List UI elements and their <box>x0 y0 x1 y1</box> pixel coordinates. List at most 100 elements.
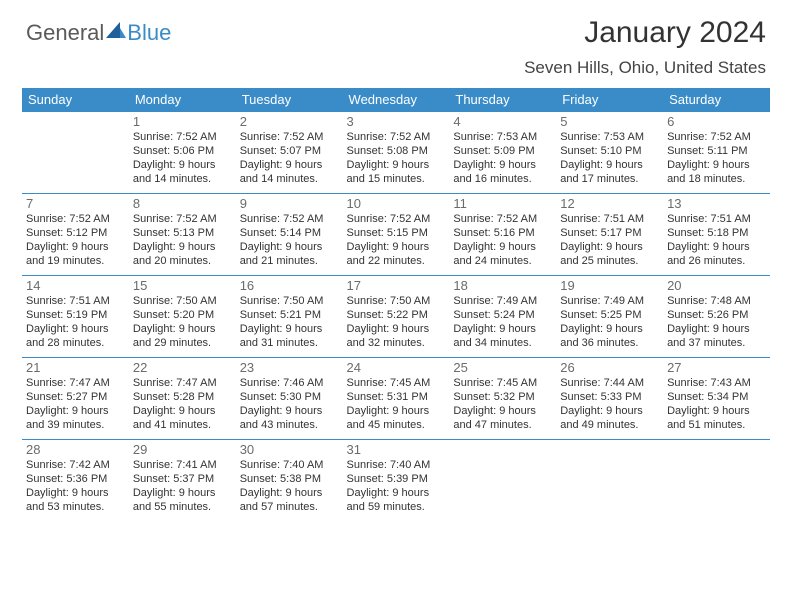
calendar-cell: 13Sunrise: 7:51 AMSunset: 5:18 PMDayligh… <box>663 194 770 276</box>
daylight-text: Daylight: 9 hours <box>240 405 339 419</box>
daylight-text: Daylight: 9 hours <box>347 405 446 419</box>
day-number: 29 <box>133 442 232 458</box>
calendar-cell: 11Sunrise: 7:52 AMSunset: 5:16 PMDayligh… <box>449 194 556 276</box>
day-number: 27 <box>667 360 766 376</box>
day-number: 31 <box>347 442 446 458</box>
day-number: 8 <box>133 196 232 212</box>
page-title: January 2024 <box>584 16 766 50</box>
calendar-cell: 2Sunrise: 7:52 AMSunset: 5:07 PMDaylight… <box>236 112 343 194</box>
sunset-text: Sunset: 5:17 PM <box>560 227 659 241</box>
daylight-text: and 19 minutes. <box>26 255 125 269</box>
day-header: Thursday <box>449 88 556 112</box>
calendar-cell: 29Sunrise: 7:41 AMSunset: 5:37 PMDayligh… <box>129 440 236 522</box>
sunrise-text: Sunrise: 7:52 AM <box>347 131 446 145</box>
daylight-text: and 32 minutes. <box>347 337 446 351</box>
sunset-text: Sunset: 5:33 PM <box>560 391 659 405</box>
sunrise-text: Sunrise: 7:51 AM <box>560 213 659 227</box>
calendar-cell: 18Sunrise: 7:49 AMSunset: 5:24 PMDayligh… <box>449 276 556 358</box>
daylight-text: Daylight: 9 hours <box>240 323 339 337</box>
sunset-text: Sunset: 5:30 PM <box>240 391 339 405</box>
day-number: 16 <box>240 278 339 294</box>
calendar-cell: 6Sunrise: 7:52 AMSunset: 5:11 PMDaylight… <box>663 112 770 194</box>
sunset-text: Sunset: 5:27 PM <box>26 391 125 405</box>
calendar-cell <box>663 440 770 522</box>
day-number: 21 <box>26 360 125 376</box>
day-number: 15 <box>133 278 232 294</box>
daylight-text: and 21 minutes. <box>240 255 339 269</box>
daylight-text: and 57 minutes. <box>240 501 339 515</box>
sunset-text: Sunset: 5:38 PM <box>240 473 339 487</box>
calendar-cell: 24Sunrise: 7:45 AMSunset: 5:31 PMDayligh… <box>343 358 450 440</box>
sunset-text: Sunset: 5:08 PM <box>347 145 446 159</box>
day-header: Monday <box>129 88 236 112</box>
day-header: Tuesday <box>236 88 343 112</box>
daylight-text: Daylight: 9 hours <box>560 159 659 173</box>
daylight-text: Daylight: 9 hours <box>667 241 766 255</box>
day-number: 13 <box>667 196 766 212</box>
daylight-text: Daylight: 9 hours <box>347 323 446 337</box>
calendar-body: 1 Sunrise: 7:52 AM Sunset: 5:06 PM Daylight… <box>22 112 770 522</box>
calendar-week: 21Sunrise: 7:47 AMSunset: 5:27 PMDayligh… <box>22 358 770 440</box>
day-header: Wednesday <box>343 88 450 112</box>
daylight-text: and 14 minutes. <box>240 173 339 187</box>
calendar: SundayMondayTuesdayWednesdayThursdayFrid… <box>22 88 770 522</box>
calendar-cell <box>556 440 663 522</box>
sunrise-text: Sunrise: 7:52 AM <box>347 213 446 227</box>
daylight-text: and 53 minutes. <box>26 501 125 515</box>
day-number: 4 <box>453 114 552 130</box>
sunset-text: Sunset: 5:09 PM <box>453 145 552 159</box>
daylight-text: Daylight: 9 hours <box>240 487 339 501</box>
daylight-text: and 16 minutes. <box>453 173 552 187</box>
calendar-cell: 23Sunrise: 7:46 AMSunset: 5:30 PMDayligh… <box>236 358 343 440</box>
daylight-text: Daylight: 9 hours <box>453 323 552 337</box>
daylight-text: Daylight: 9 hours <box>26 487 125 501</box>
calendar-cell: 16Sunrise: 7:50 AMSunset: 5:21 PMDayligh… <box>236 276 343 358</box>
daylight-text: and 25 minutes. <box>560 255 659 269</box>
day-number: 6 <box>667 114 766 130</box>
calendar-cell: 5Sunrise: 7:53 AMSunset: 5:10 PMDaylight… <box>556 112 663 194</box>
day-number: 19 <box>560 278 659 294</box>
calendar-cell: 26Sunrise: 7:44 AMSunset: 5:33 PMDayligh… <box>556 358 663 440</box>
sunrise-text: Sunrise: 7:44 AM <box>560 377 659 391</box>
sunset-text: Sunset: 5:21 PM <box>240 309 339 323</box>
sunrise-text: Sunrise: 7:46 AM <box>240 377 339 391</box>
day-number: 1 <box>133 114 232 130</box>
daylight-text: Daylight: 9 hours <box>133 241 232 255</box>
sunrise-text: Sunrise: 7:51 AM <box>26 295 125 309</box>
daylight-text: Daylight: 9 hours <box>347 159 446 173</box>
sunset-text: Sunset: 5:18 PM <box>667 227 766 241</box>
daylight-text: and 22 minutes. <box>347 255 446 269</box>
sunrise-text: Sunrise: 7:48 AM <box>667 295 766 309</box>
daylight-text: and 59 minutes. <box>347 501 446 515</box>
sunset-text: Sunset: 5:12 PM <box>26 227 125 241</box>
calendar-cell: 25Sunrise: 7:45 AMSunset: 5:32 PMDayligh… <box>449 358 556 440</box>
sunset-text: Sunset: 5:32 PM <box>453 391 552 405</box>
daylight-text: and 31 minutes. <box>240 337 339 351</box>
daylight-text: and 17 minutes. <box>560 173 659 187</box>
sunrise-text: Sunrise: 7:52 AM <box>133 213 232 227</box>
daylight-text: Daylight: 9 hours <box>347 487 446 501</box>
sunset-text: Sunset: 5:34 PM <box>667 391 766 405</box>
sunrise-text: Sunrise: 7:53 AM <box>560 131 659 145</box>
sunrise-text: Sunrise: 7:45 AM <box>453 377 552 391</box>
calendar-cell: 17Sunrise: 7:50 AMSunset: 5:22 PMDayligh… <box>343 276 450 358</box>
daylight-text: Daylight: 9 hours <box>240 159 339 173</box>
sunset-text: Sunset: 5:06 PM <box>133 145 232 159</box>
sunset-text: Sunset: 5:39 PM <box>347 473 446 487</box>
sunset-text: Sunset: 5:25 PM <box>560 309 659 323</box>
sunset-text: Sunset: 5:14 PM <box>240 227 339 241</box>
calendar-week: 1 Sunrise: 7:52 AM Sunset: 5:06 PM Daylight… <box>22 112 770 194</box>
daylight-text: and 14 minutes. <box>133 173 232 187</box>
location-subtitle: Seven Hills, Ohio, United States <box>524 58 766 78</box>
sunset-text: Sunset: 5:13 PM <box>133 227 232 241</box>
daylight-text: Daylight: 9 hours <box>347 241 446 255</box>
sunrise-text: Sunrise: 7:52 AM <box>240 131 339 145</box>
sunrise-text: Sunrise: 7:42 AM <box>26 459 125 473</box>
calendar-cell: 19Sunrise: 7:49 AMSunset: 5:25 PMDayligh… <box>556 276 663 358</box>
sunrise-text: Sunrise: 7:45 AM <box>347 377 446 391</box>
day-number: 28 <box>26 442 125 458</box>
sunset-text: Sunset: 5:28 PM <box>133 391 232 405</box>
daylight-text: and 41 minutes. <box>133 419 232 433</box>
brand-logo: General Blue <box>26 22 171 44</box>
sunrise-text: Sunrise: 7:43 AM <box>667 377 766 391</box>
